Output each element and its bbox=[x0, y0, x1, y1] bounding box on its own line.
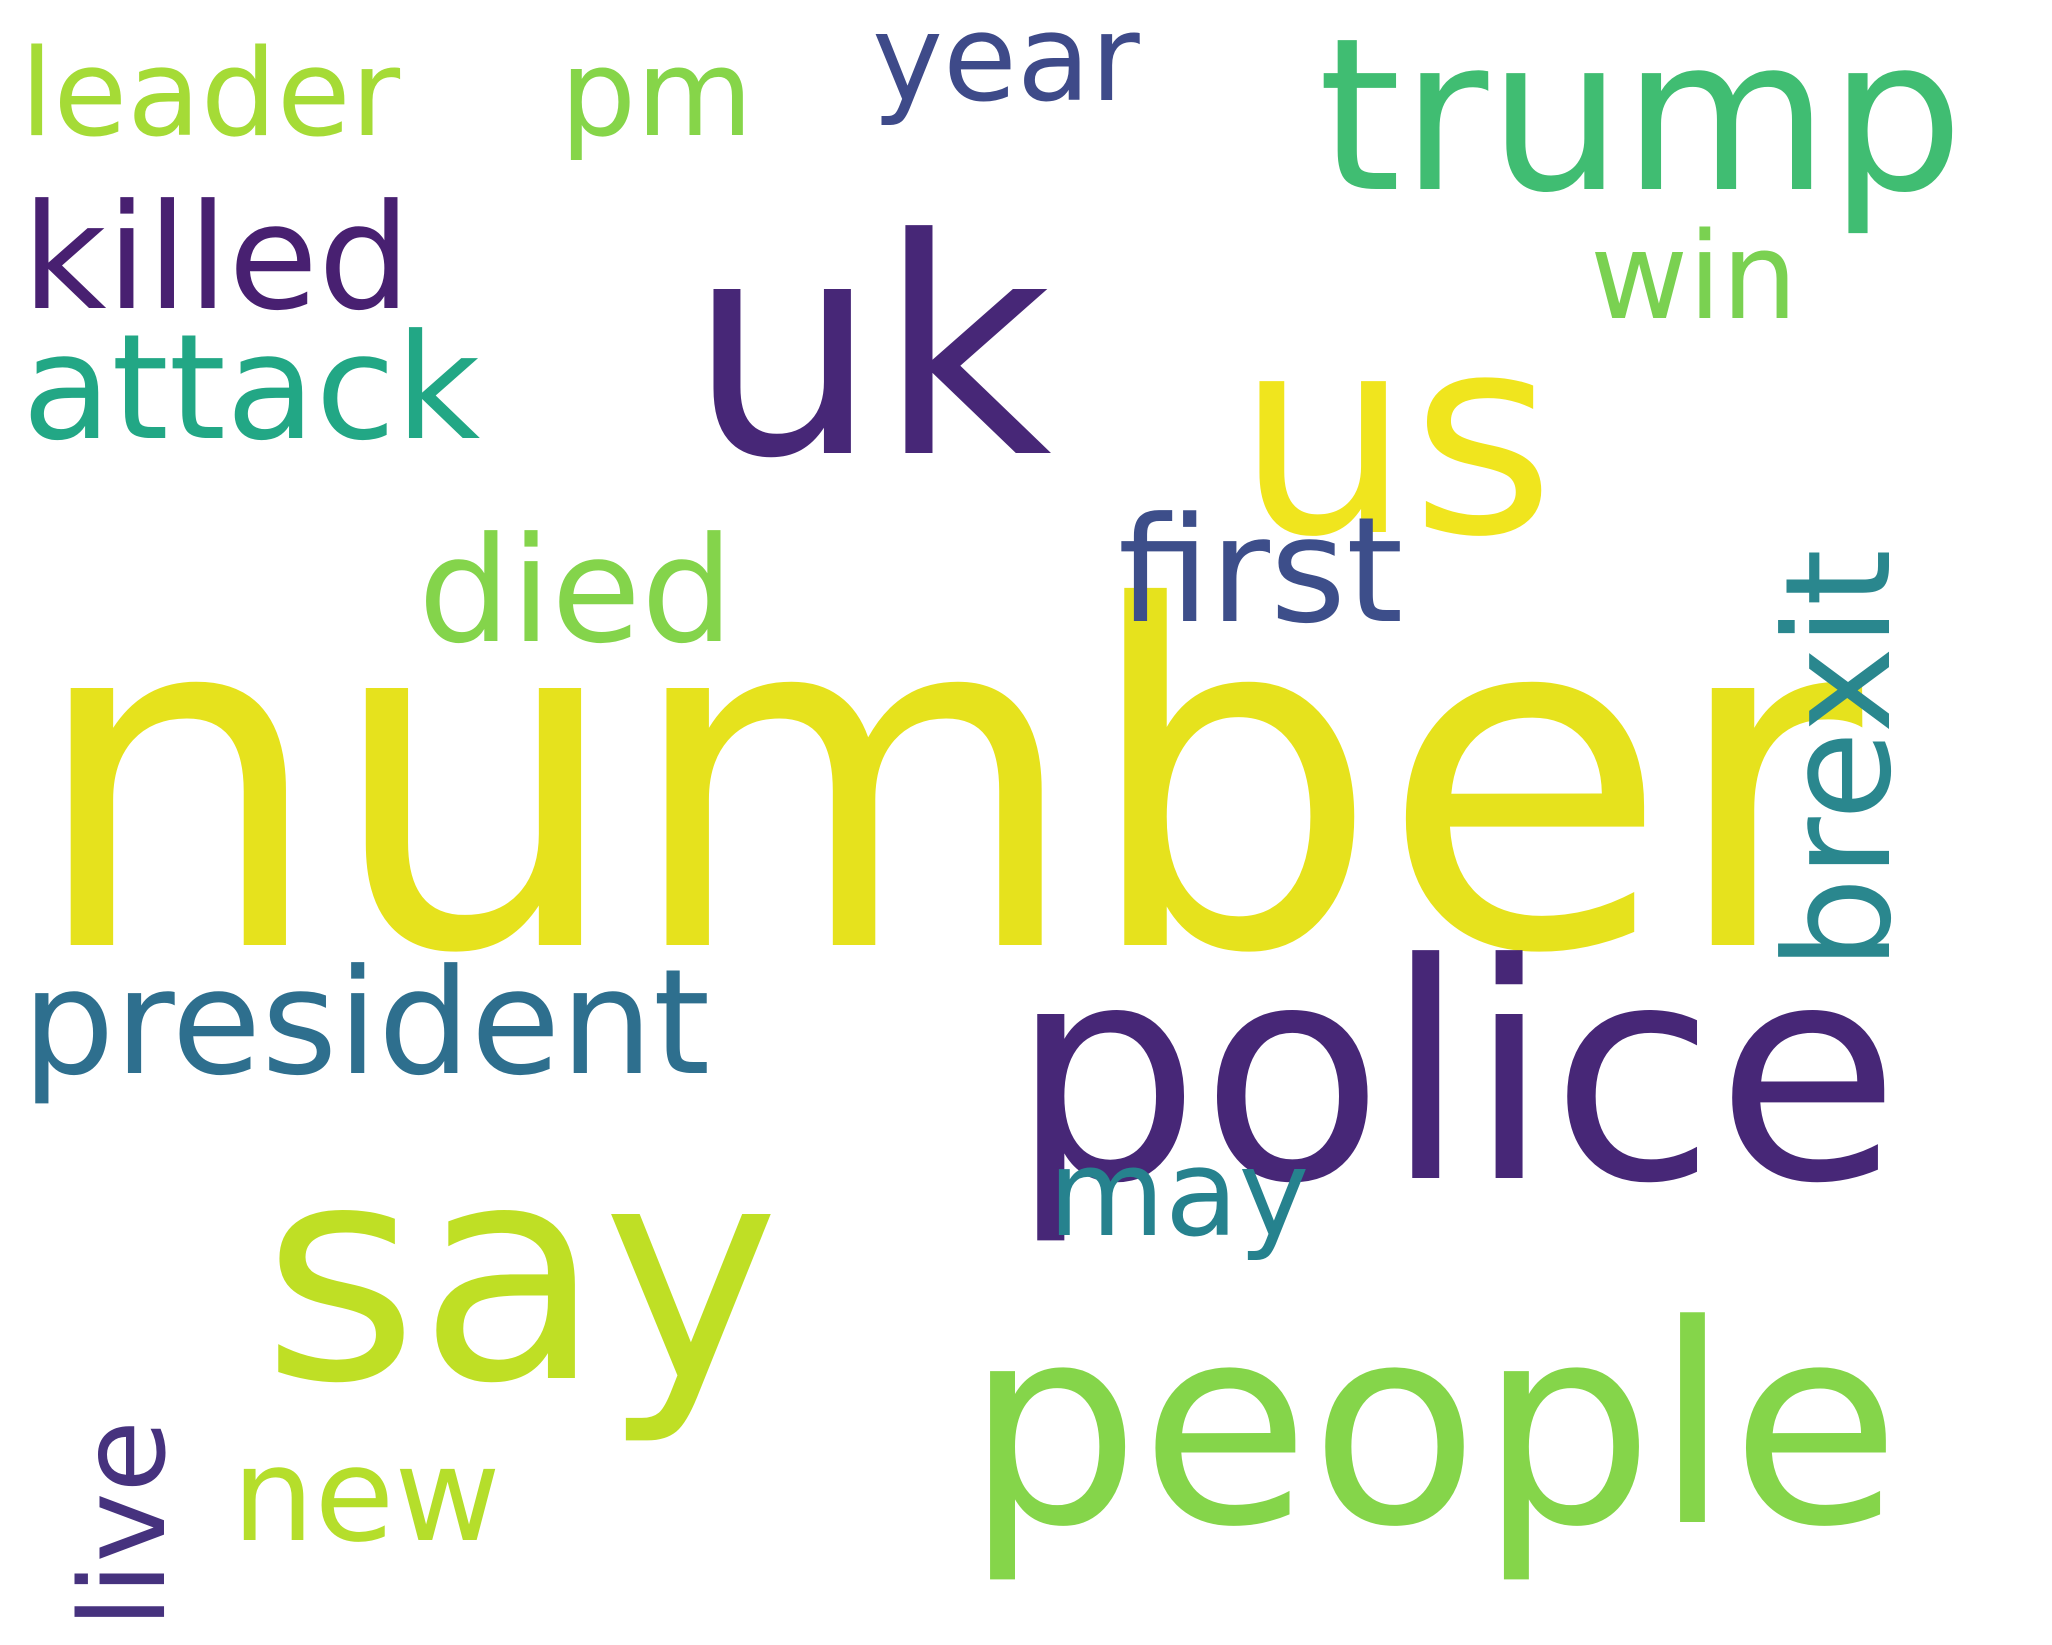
word-win: win bbox=[1590, 208, 1798, 347]
word-attack: attack bbox=[22, 303, 481, 473]
word-leader: leader bbox=[20, 25, 401, 164]
word-killed: killed bbox=[22, 173, 411, 343]
word-brexit: brexit bbox=[1754, 549, 1924, 970]
word-year: year bbox=[872, 0, 1140, 129]
word-trump: trump bbox=[1318, 0, 1964, 239]
word-people: people bbox=[965, 1267, 1901, 1588]
word-police: police bbox=[1010, 900, 1901, 1249]
word-say: say bbox=[262, 1100, 780, 1449]
word-live: live bbox=[54, 1420, 192, 1628]
word-may: may bbox=[1048, 1125, 1310, 1264]
word-pm: pm bbox=[560, 25, 754, 164]
word-first: first bbox=[1118, 486, 1404, 656]
word-president: president bbox=[22, 938, 711, 1108]
word-number: number bbox=[28, 509, 1863, 1056]
word-us: us bbox=[1236, 277, 1555, 598]
word-died: died bbox=[418, 506, 734, 676]
word-uk: uk bbox=[688, 175, 1052, 524]
word-new: new bbox=[232, 1419, 501, 1571]
